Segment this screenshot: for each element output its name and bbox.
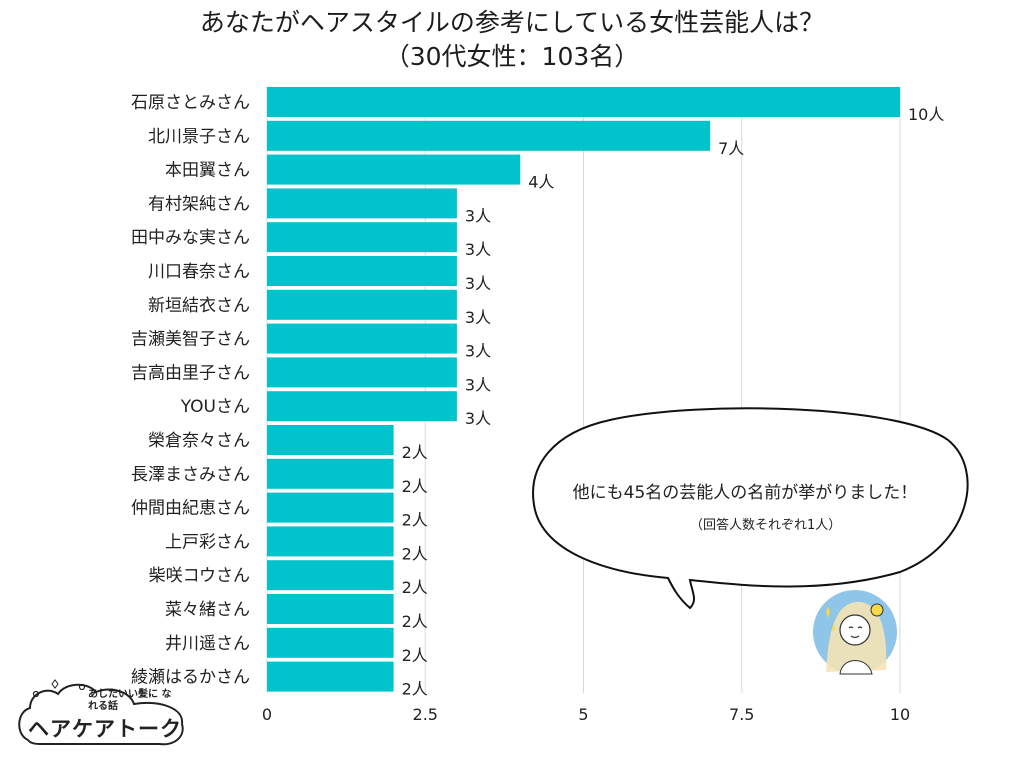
logo-tagline: あしたいい髪に なれる話 [88, 689, 172, 712]
category-label: 上戸彩さん [165, 532, 250, 552]
bubble-sub-text: （回答人数それぞれ1人） [690, 518, 842, 533]
category-label: 仲間由紀恵さん [131, 499, 250, 519]
bar [267, 154, 521, 185]
bar [267, 391, 457, 422]
value-label: 2人 [402, 578, 428, 597]
x-tick-label: 7.5 [729, 705, 754, 724]
x-tick-labels: 0 2.5 5 7.5 10 [262, 705, 910, 724]
grid-lines [266, 87, 901, 693]
bar [267, 526, 394, 557]
category-label: 長澤まさみさん [131, 465, 250, 485]
bar [267, 560, 394, 591]
value-label: 3人 [465, 409, 491, 428]
chart-title: あなたがヘアスタイルの参考にしている女性芸能人は？ （30代女性：103名） [0, 6, 1024, 74]
bar [267, 661, 394, 692]
value-label: 3人 [465, 240, 491, 259]
bar [267, 627, 394, 658]
value-label: 3人 [465, 375, 491, 394]
value-label: 3人 [465, 308, 491, 327]
category-label: 吉高由里子さん [131, 363, 250, 383]
value-label: 2人 [402, 511, 428, 530]
bar [267, 289, 457, 320]
value-label: 2人 [402, 443, 428, 462]
category-label: 本田翼さん [165, 161, 250, 181]
x-tick-label: 2.5 [413, 705, 438, 724]
bar [267, 87, 900, 117]
x-tick-label: 0 [262, 705, 272, 724]
logo-name: ヘアケアトーク [28, 717, 182, 741]
bar [267, 594, 394, 624]
bar [267, 256, 457, 286]
value-label: 7人 [718, 139, 744, 158]
category-label: 柴咲コウさん [149, 566, 250, 586]
category-label: 井川遥さん [165, 634, 250, 654]
value-label: 2人 [402, 544, 428, 563]
value-label: 2人 [402, 646, 428, 665]
bar [267, 425, 394, 455]
value-label: 3人 [465, 206, 491, 225]
value-label: 2人 [402, 477, 428, 496]
category-label: 田中みな実さん [131, 228, 250, 248]
bar [267, 188, 457, 219]
avatar-illustration [813, 590, 897, 675]
category-label: 吉瀬美智子さん [131, 330, 250, 350]
category-label: 石原さとみさん [131, 93, 250, 113]
value-label: 4人 [528, 173, 554, 192]
value-labels: 10人 7人 4人 3人 3人 3人 3人 3人 3人 3人 2人 2人 2人 2人 2人 2人 2人 2人 [402, 105, 945, 699]
bar [267, 323, 457, 354]
category-label: YOUさん [180, 397, 250, 417]
bubble-main-text: 他にも45名の芸能人の名前が挙がりました！ [572, 483, 918, 503]
category-label: 新垣結衣さん [148, 296, 250, 316]
x-tick-label: 10 [890, 705, 910, 724]
category-label: 菜々緒さん [165, 600, 250, 620]
value-label: 2人 [402, 612, 428, 631]
bar [267, 492, 394, 523]
bar [267, 120, 711, 151]
bar [267, 357, 457, 388]
title-line-1: あなたがヘアスタイルの参考にしている女性芸能人は？ [199, 8, 825, 37]
category-label: 川口春奈さん [148, 262, 250, 282]
bar [267, 222, 457, 253]
category-label: 北川景子さん [148, 127, 250, 147]
speech-bubble [532, 407, 969, 610]
value-label: 2人 [402, 680, 428, 699]
x-tick-label: 5 [578, 705, 588, 724]
value-label: 10人 [908, 105, 944, 124]
category-labels: 石原さとみさん北川景子さん本田翼さん有村架純さん田中みな実さん川口春奈さん新垣結… [131, 93, 250, 688]
value-label: 3人 [465, 274, 491, 293]
category-label: 有村架純さん [148, 194, 250, 214]
bars [267, 87, 900, 692]
logo [18, 679, 184, 746]
title-line-2: （30代女性：103名） [384, 42, 640, 71]
category-label: 綾瀬はるかさん [131, 668, 250, 688]
value-label: 3人 [465, 342, 491, 361]
category-label: 榮倉奈々さん [148, 431, 250, 451]
bar [267, 458, 394, 489]
